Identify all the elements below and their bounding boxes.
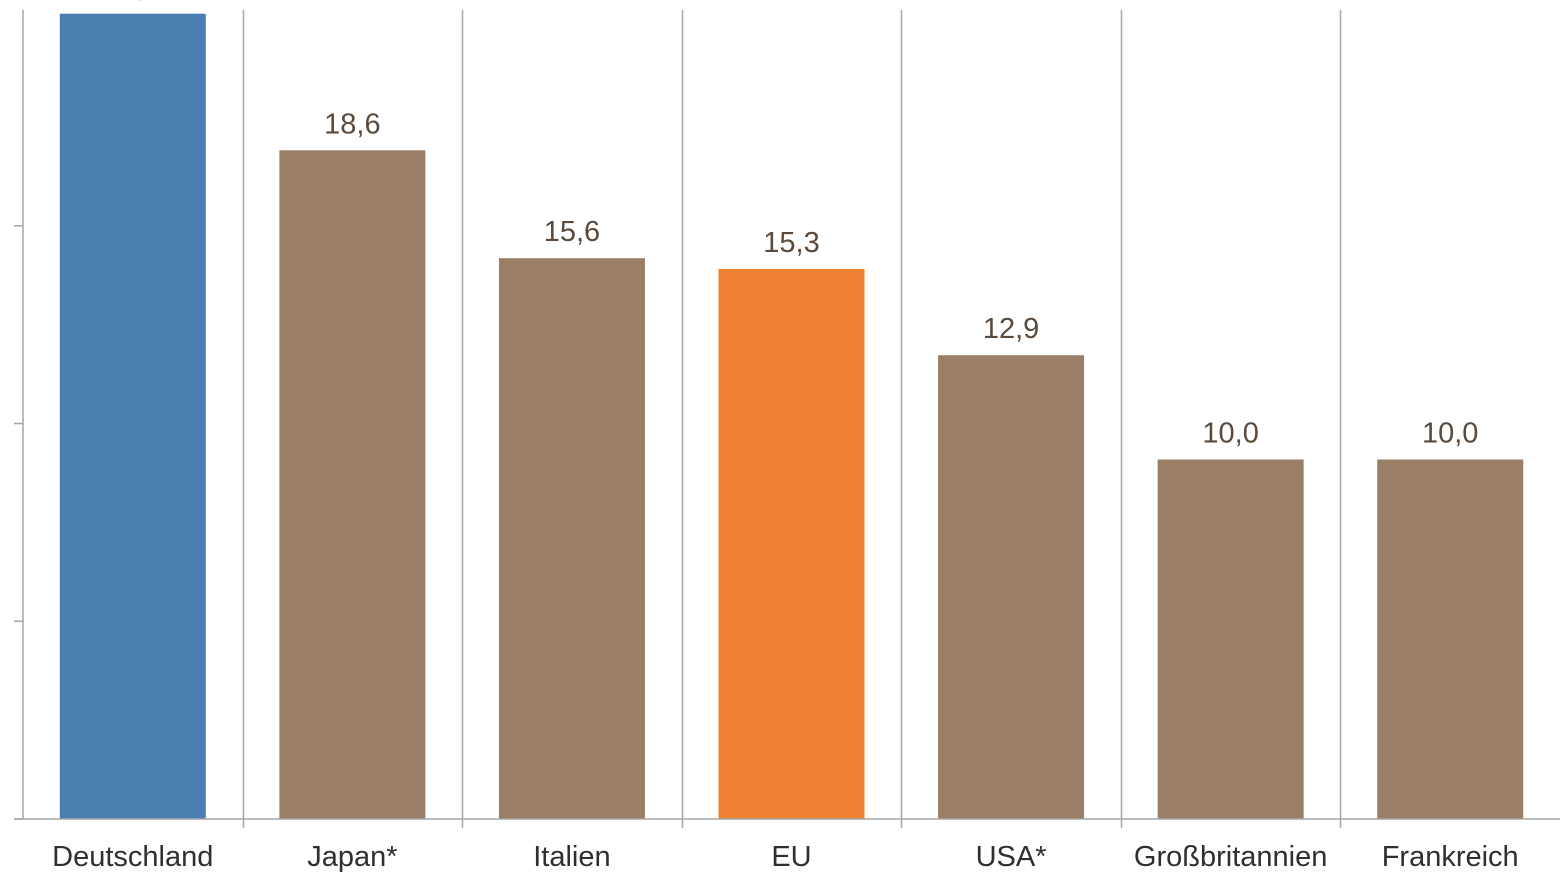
category-labels-layer: Deutschland Japan* Italien EU USA* Großbritan… <box>52 841 1519 873</box>
bar <box>59 13 206 820</box>
data-label: 12,9 <box>983 313 1039 345</box>
x-tick-label: Italien <box>533 841 610 873</box>
bar <box>718 268 865 820</box>
data-label: 15,6 <box>544 216 600 248</box>
data-label: 15,3 <box>763 227 819 259</box>
x-tick-label: Japan* <box>307 841 397 873</box>
bar <box>498 258 645 819</box>
x-tick-label: USA* <box>976 841 1047 873</box>
data-label: 18,6 <box>324 108 380 140</box>
axis-layer <box>14 10 1560 820</box>
data-label: 22,4 <box>105 0 161 4</box>
x-tick-label: Deutschland <box>52 841 213 873</box>
data-label: 10,0 <box>1202 418 1258 450</box>
x-tick-label: Frankreich <box>1382 841 1519 873</box>
value-labels-layer: 22,4 18,6 15,6 15,3 12,9 10,0 10,0 <box>105 0 1479 450</box>
bar <box>938 355 1085 819</box>
x-tick-label: Großbritannien <box>1134 841 1327 873</box>
bar <box>279 150 426 819</box>
grid-layer <box>242 10 1342 828</box>
bar <box>1157 459 1304 819</box>
bar <box>1377 459 1524 819</box>
x-tick-label: EU <box>771 841 811 873</box>
data-label: 10,0 <box>1422 418 1478 450</box>
bars-layer <box>59 13 1524 820</box>
